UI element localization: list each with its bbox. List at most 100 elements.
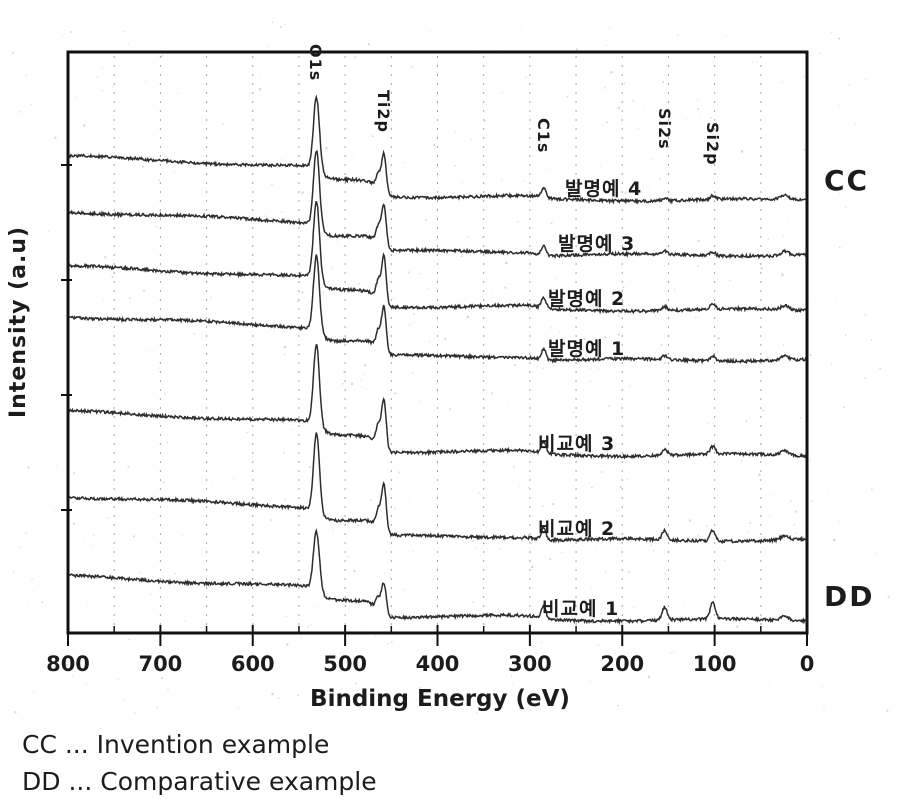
- scan-noise-dot: [560, 551, 563, 554]
- scan-noise-dot: [585, 530, 588, 533]
- scan-noise-dot: [335, 345, 337, 347]
- scan-noise-dot: [383, 572, 386, 574]
- scan-noise-dot: [191, 331, 193, 334]
- scan-noise-dot: [308, 465, 312, 469]
- scan-noise-dot: [471, 539, 475, 543]
- scan-noise-dot: [332, 457, 335, 460]
- scan-noise-dot: [453, 151, 455, 153]
- scan-noise-dot: [600, 623, 603, 625]
- scan-noise-dot: [588, 679, 591, 682]
- scan-noise-dot: [697, 239, 700, 243]
- scan-noise-dot: [838, 104, 840, 107]
- scan-noise-dot: [106, 517, 109, 519]
- scan-noise-dot: [710, 116, 713, 119]
- scan-noise-dot: [257, 551, 260, 554]
- scan-noise-dot: [406, 253, 409, 256]
- scan-noise-dot: [307, 522, 309, 525]
- scan-noise-dot: [75, 96, 77, 98]
- scan-noise-dot: [41, 80, 43, 82]
- scan-noise-dot: [357, 524, 360, 527]
- scan-noise-dot: [347, 608, 350, 610]
- scan-noise-dot: [478, 491, 481, 495]
- scan-noise-dot: [664, 159, 665, 161]
- scan-noise-dot: [485, 103, 487, 105]
- scan-noise-dot: [286, 643, 289, 646]
- scan-noise-dot: [353, 181, 356, 184]
- scan-noise-dot: [504, 286, 507, 289]
- scan-noise-dot: [616, 509, 618, 512]
- scan-noise-dot: [313, 150, 315, 152]
- scan-noise-dot: [566, 191, 569, 194]
- scan-noise-dot: [147, 619, 149, 621]
- scan-noise-dot: [354, 56, 357, 58]
- scan-noise-dot: [617, 315, 620, 318]
- trace-label: 발명예 3: [558, 233, 636, 255]
- scan-noise-dot: [555, 276, 558, 279]
- scan-noise-dot: [146, 323, 149, 325]
- scan-noise-dot: [839, 193, 841, 195]
- scan-noise-dot: [492, 290, 494, 292]
- scan-noise-dot: [28, 674, 31, 677]
- scan-noise-dot: [553, 342, 554, 344]
- scan-noise-dot: [290, 428, 293, 431]
- scan-noise-dot: [782, 344, 785, 346]
- scan-noise-dot: [864, 78, 867, 81]
- scan-noise-dot: [854, 123, 856, 125]
- trace-label: 비교예 1: [542, 598, 620, 620]
- scan-noise-dot: [786, 152, 788, 154]
- scan-noise-dot: [148, 350, 151, 353]
- scan-noise-dot: [622, 286, 625, 289]
- scan-noise-dot: [810, 500, 814, 503]
- peak-label-c1s: C1s: [533, 118, 553, 154]
- scan-noise-dot: [237, 706, 240, 709]
- scan-noise-dot: [649, 158, 653, 161]
- scan-noise-dot: [389, 110, 391, 113]
- scan-noise-dot: [650, 544, 652, 547]
- spectrum-trace-cc: [67, 94, 808, 205]
- scan-noise-dot: [53, 510, 57, 513]
- scan-noise-dot: [499, 547, 501, 550]
- scan-noise-dot: [298, 241, 300, 244]
- scan-noise-dot: [76, 375, 78, 377]
- scan-noise-dot: [54, 665, 58, 669]
- scan-noise-dot: [500, 179, 503, 181]
- scan-noise-dot: [844, 206, 847, 209]
- scan-noise-dot: [83, 643, 85, 645]
- x-tick-label: 200: [600, 652, 645, 676]
- scan-noise-dot: [66, 663, 69, 666]
- trace-label: 발명예 2: [548, 288, 626, 310]
- scan-noise-dot: [322, 291, 325, 294]
- scan-noise-dot: [181, 534, 184, 537]
- scan-noise-dot: [19, 111, 22, 113]
- scan-noise-dot: [408, 323, 411, 327]
- scan-noise-dot: [285, 615, 288, 618]
- scan-noise-dot: [859, 642, 861, 643]
- scan-noise-dot: [298, 384, 300, 386]
- scan-noise-dot: [538, 279, 541, 281]
- scan-noise-dot: [85, 683, 88, 685]
- scan-noise-dot: [283, 345, 287, 349]
- scan-noise-dot: [419, 401, 421, 403]
- scan-noise-dot: [793, 524, 796, 526]
- scan-noise-dot: [643, 107, 645, 110]
- scan-noise-dot: [597, 643, 600, 647]
- scan-noise-dot: [688, 519, 692, 522]
- scan-noise-dot: [513, 465, 515, 468]
- scan-noise-dot: [272, 158, 274, 161]
- scan-noise-dot: [637, 181, 640, 184]
- scan-noise-dot: [632, 607, 635, 609]
- scan-noise-dot: [104, 256, 107, 259]
- scan-noise-dot: [144, 80, 147, 84]
- scan-noise-dot: [155, 225, 158, 228]
- spectrum-trace-dd: [67, 343, 808, 460]
- x-tick-label: 500: [323, 652, 368, 676]
- scan-noise-dot: [652, 549, 655, 551]
- scan-noise-dot: [339, 438, 341, 440]
- scan-noise-dot: [103, 299, 105, 301]
- scan-noise-dot: [19, 546, 22, 549]
- scan-noise-dot: [311, 663, 313, 666]
- scan-noise-dot: [682, 605, 685, 608]
- scan-noise-dot: [184, 708, 186, 711]
- scan-noise-dot: [717, 568, 721, 571]
- spectrum-trace-cc: [67, 200, 808, 315]
